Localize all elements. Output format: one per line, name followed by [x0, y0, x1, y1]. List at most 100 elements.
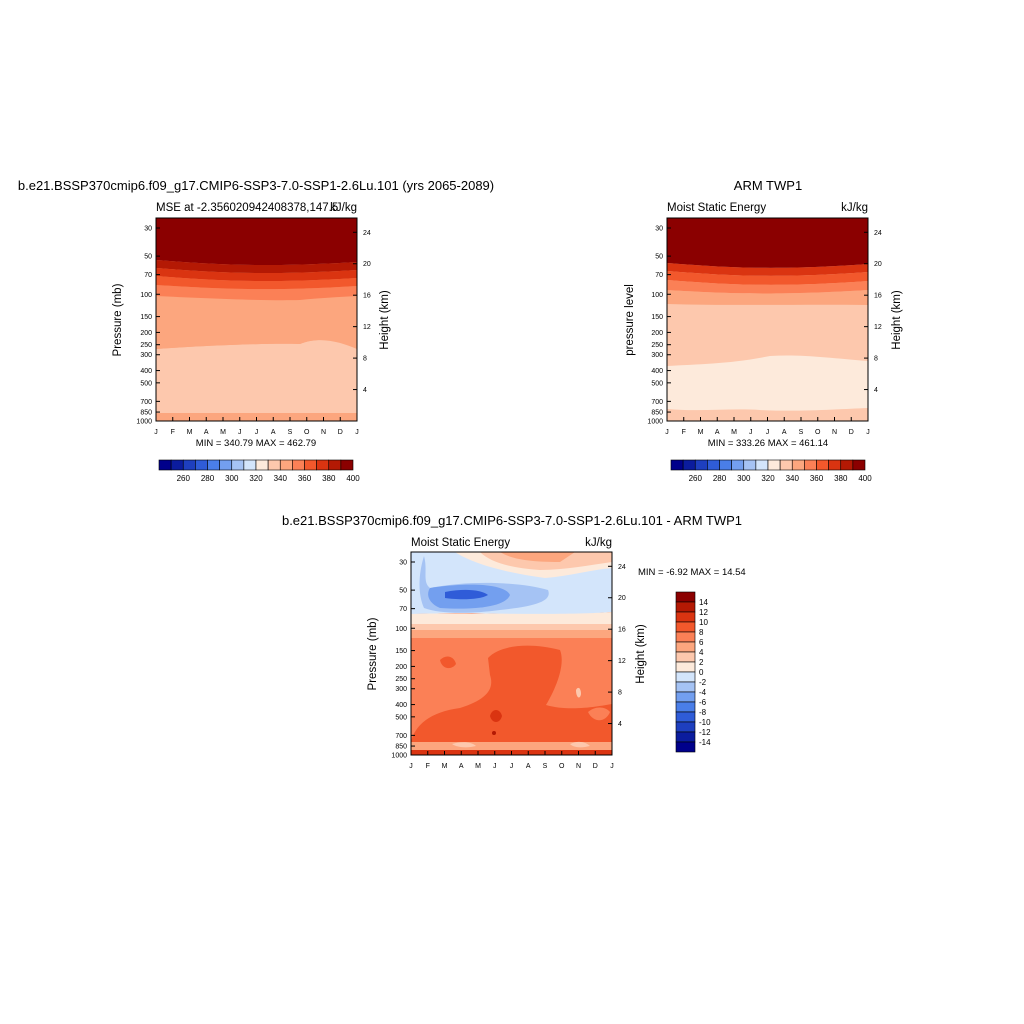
- month-tick-label: O: [304, 429, 310, 436]
- month-tick-label: A: [715, 429, 720, 436]
- p3-lower-2-4-thin: [576, 687, 581, 698]
- p1-layer-340-350: [156, 296, 357, 349]
- colorbar-swatch: [255, 459, 269, 471]
- p1-layer-330-340: [156, 340, 357, 413]
- panel1-title: b.e21.BSSP370cmip6.f09_g17.CMIP6-SSP3-7.…: [18, 178, 494, 193]
- pressure-tick-label: 100: [395, 626, 407, 633]
- colorbar-swatch: [243, 459, 257, 471]
- colorbar-label: 10: [699, 618, 708, 627]
- panel3-axes: 30 50 70 100 150 200 250 300 400 500 700 850 1000 4 8 1…: [391, 560, 625, 771]
- panel2-title: ARM TWP1: [734, 178, 802, 193]
- month-tick-label: D: [593, 763, 598, 770]
- colorbar-swatch: [840, 459, 854, 471]
- height-tick-label: 8: [363, 356, 367, 363]
- month-tick-label: J: [749, 429, 753, 436]
- p1-layer-above-390: [156, 218, 357, 266]
- colorbar-swatch: [219, 459, 233, 471]
- colorbar-swatch: [158, 459, 172, 471]
- pressure-tick-label: 200: [140, 330, 152, 337]
- colorbar-label: 14: [699, 598, 708, 607]
- colorbar-label: 300: [737, 474, 751, 483]
- colorbar-label: -14: [699, 738, 711, 747]
- colorbar-label: 360: [810, 474, 824, 483]
- pressure-tick-label: 400: [395, 702, 407, 709]
- height-tick-label: 24: [363, 230, 371, 237]
- colorbar-swatch: [675, 591, 696, 603]
- colorbar-swatch: [816, 459, 829, 471]
- pressure-tick-label: 70: [399, 606, 407, 613]
- colorbar-label: 0: [699, 668, 704, 677]
- pressure-tick-label: 850: [651, 410, 663, 417]
- pressure-tick-label: 700: [651, 399, 663, 406]
- colorbar-label: -6: [699, 698, 707, 707]
- month-tick-label: J: [355, 429, 359, 436]
- panel3-title: b.e21.BSSP370cmip6.f09_g17.CMIP6-SSP3-7.…: [282, 513, 742, 528]
- pressure-tick-label: 150: [140, 314, 152, 321]
- month-tick-label: N: [832, 429, 837, 436]
- pressure-tick-label: 100: [651, 292, 663, 299]
- p2-layer-above-390: [667, 218, 868, 268]
- panel3-ylabel: Pressure (mb): [367, 617, 379, 690]
- pressure-tick-label: 50: [144, 254, 152, 261]
- month-tick-label: J: [238, 429, 242, 436]
- colorbar-label: -4: [699, 688, 707, 697]
- colorbar-swatch: [779, 459, 793, 471]
- colorbar-swatch: [755, 459, 769, 471]
- month-tick-label: F: [682, 429, 686, 436]
- pressure-tick-label: 400: [651, 368, 663, 375]
- pressure-tick-label: 150: [651, 314, 663, 321]
- month-tick-label: O: [815, 429, 821, 436]
- pressure-tick-label: 300: [651, 352, 663, 359]
- colorbar-swatch: [675, 671, 696, 683]
- panel1-contours: [156, 218, 357, 421]
- p2-layer-350-360: [667, 290, 868, 305]
- panel2-axes: 30 50 70 100 150 200 250 300 400 500 700 850 1000 4 8 1…: [647, 226, 881, 437]
- colorbar-swatch: [675, 621, 696, 633]
- p2-layer-330-340: [667, 355, 868, 411]
- colorbar-swatch: [675, 651, 696, 663]
- pressure-tick-label: 500: [395, 714, 407, 721]
- colorbar-label: 320: [761, 474, 775, 483]
- pressure-tick-label: 30: [399, 560, 407, 567]
- month-tick-label: F: [426, 763, 430, 770]
- colorbar-label: 8: [699, 628, 704, 637]
- height-tick-label: 16: [874, 293, 882, 300]
- panel2-contours: [667, 218, 868, 421]
- colorbar-label: 300: [225, 474, 239, 483]
- colorbar-swatch: [675, 691, 696, 703]
- pressure-tick-label: 30: [655, 226, 663, 233]
- colorbar-swatch: [675, 711, 696, 723]
- panel2-ylabel: pressure level: [624, 284, 636, 356]
- height-tick-label: 4: [363, 387, 367, 394]
- month-tick-label: M: [442, 763, 448, 770]
- pressure-tick-label: 250: [140, 342, 152, 349]
- colorbar-label: -10: [699, 718, 711, 727]
- colorbar-swatch: [170, 459, 184, 471]
- height-tick-label: 4: [874, 387, 878, 394]
- p1-layer-380-390: [156, 260, 357, 274]
- month-tick-label: A: [204, 429, 209, 436]
- colorbar-swatch: [207, 459, 220, 471]
- month-tick-label: A: [782, 429, 787, 436]
- panel2-left-string: Moist Static Energy: [667, 202, 766, 214]
- pressure-tick-label: 250: [395, 676, 407, 683]
- colorbar-swatch: [852, 459, 866, 471]
- pressure-tick-label: 400: [140, 368, 152, 375]
- height-tick-label: 16: [363, 293, 371, 300]
- month-tick-label: M: [187, 429, 193, 436]
- colorbar-swatch: [675, 721, 696, 733]
- p1-layer-350-360: [156, 285, 357, 301]
- month-tick-label: S: [288, 429, 293, 436]
- pressure-tick-label: 300: [395, 686, 407, 693]
- pressure-tick-label: 100: [140, 292, 152, 299]
- colorbar-swatch: [231, 459, 245, 471]
- month-tick-label: A: [526, 763, 531, 770]
- month-tick-label: J: [493, 763, 497, 770]
- p3-surface-2-4: [452, 741, 590, 748]
- pressure-tick-label: 200: [395, 664, 407, 671]
- panel3-y2label: Height (km): [635, 624, 647, 684]
- pressure-tick-label: 30: [144, 226, 152, 233]
- height-tick-label: 12: [874, 324, 882, 331]
- height-tick-label: 4: [618, 721, 622, 728]
